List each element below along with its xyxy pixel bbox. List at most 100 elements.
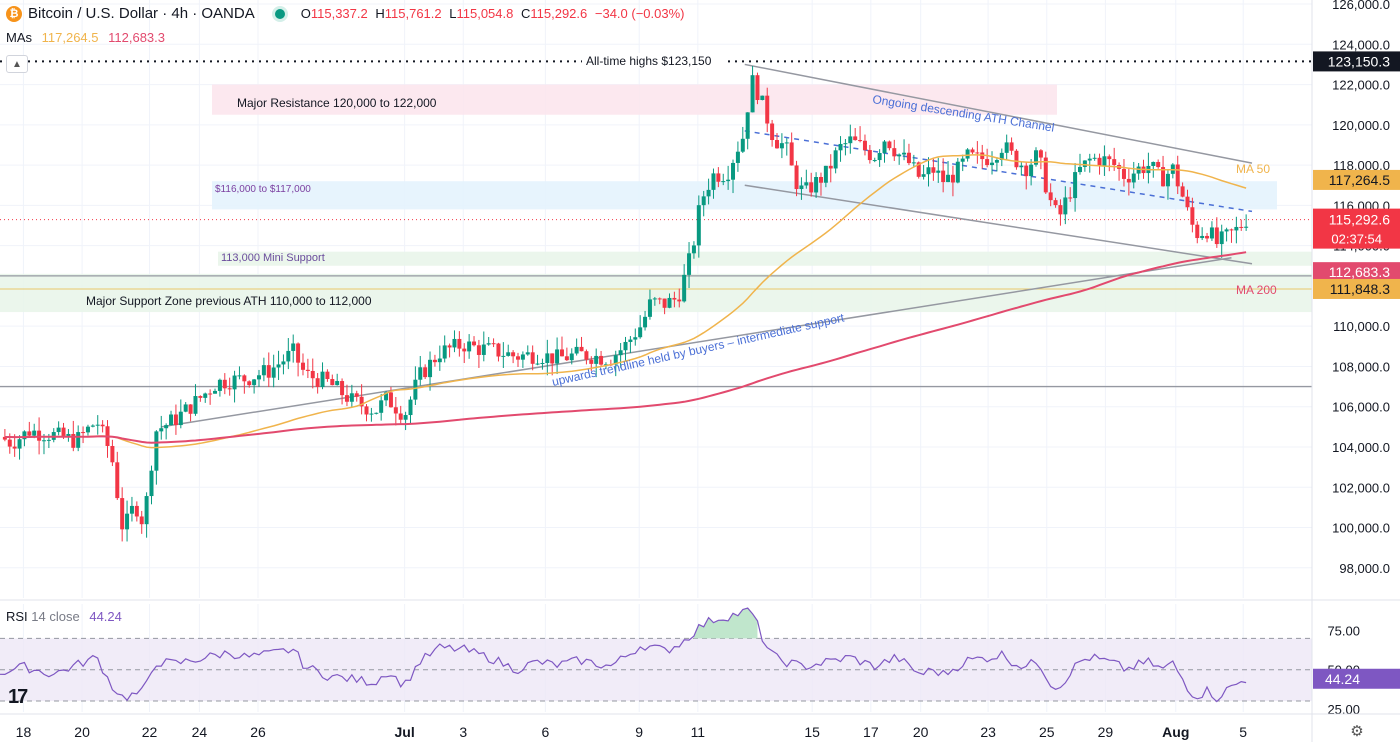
gear-icon[interactable]: ⚙: [1350, 723, 1364, 740]
candle-161: [789, 132, 794, 166]
candle-25: [125, 500, 130, 542]
y-tick-label-11: 120,000.0: [1332, 118, 1390, 133]
candle-169: [828, 154, 833, 183]
candle-body: [691, 245, 696, 254]
candle-body: [276, 364, 281, 368]
candle-body: [740, 138, 745, 152]
x-tick-label-17: 5: [1239, 724, 1247, 740]
candle-body: [403, 415, 408, 420]
candle-56: [276, 350, 281, 380]
candle-41: [203, 392, 208, 403]
candle-247: [1209, 221, 1214, 241]
candle-72: [354, 390, 359, 402]
candle-100: [491, 338, 496, 348]
candle-body: [232, 375, 237, 390]
candle-171: [838, 136, 843, 162]
rsi-legend[interactable]: RSI 14 close 44.24: [6, 609, 122, 624]
candle-body: [999, 152, 1004, 161]
candle-body: [149, 470, 154, 497]
candle-body: [564, 356, 569, 361]
candle-body: [877, 153, 882, 161]
candle-body: [330, 379, 335, 386]
candle-body: [364, 406, 369, 415]
candle-body: [1048, 192, 1053, 201]
candle-246: [1205, 232, 1210, 243]
candle-215: [1053, 197, 1058, 208]
candle-body: [525, 352, 530, 355]
x-tick-label-8: 9: [635, 724, 643, 740]
candle-65: [320, 362, 325, 390]
candle-199: [975, 141, 980, 164]
candle-body: [66, 433, 71, 437]
candle-body: [867, 150, 872, 161]
ma200-line: [4, 251, 1247, 444]
candle-152: [745, 112, 750, 150]
candle-131: [643, 310, 648, 331]
candle-body: [85, 426, 90, 433]
candle-body: [965, 149, 970, 159]
annotation-uptrend: upwards trendline held by buyers – inter…: [551, 310, 846, 388]
candle-body: [242, 375, 247, 382]
candle-154: [755, 72, 760, 105]
candle-body: [1219, 231, 1224, 245]
candle-body: [7, 439, 12, 447]
candle-body: [1024, 165, 1029, 177]
candle-body: [555, 349, 560, 364]
x-tick-label-4: 26: [250, 724, 266, 740]
rsi-line: [0, 607, 1247, 703]
symbol-header[interactable]: ₿ Bitcoin / U.S. Dollar · 4h · OANDA O11…: [6, 5, 685, 22]
candle-body: [731, 162, 736, 180]
candle-body: [193, 396, 198, 414]
candle-134: [657, 297, 662, 305]
candle-230: [1126, 167, 1131, 196]
candle-body: [120, 498, 125, 530]
candle-body: [1082, 160, 1087, 167]
candle-body: [618, 350, 623, 356]
candle-164: [804, 169, 809, 189]
ath-label-bg: [582, 53, 725, 68]
candle-61: [300, 353, 305, 376]
candle-body: [828, 165, 833, 169]
candle-body: [457, 338, 462, 349]
candle-body: [261, 365, 266, 376]
candle-178: [872, 157, 877, 163]
candle-234: [1146, 152, 1151, 184]
x-tick-label-10: 15: [804, 724, 820, 740]
candle-162: [794, 160, 799, 197]
x-tick-label-2: 22: [142, 724, 158, 740]
candle-body: [472, 341, 477, 346]
candle-body: [325, 371, 330, 380]
candle-24: [120, 487, 125, 542]
candle-body: [164, 425, 169, 429]
candle-body: [1009, 142, 1014, 151]
candle-body: [916, 162, 921, 177]
candle-117: [574, 338, 579, 356]
candle-body: [1068, 197, 1073, 199]
ma-legend[interactable]: MAs 117,264.5 112,683.3: [6, 30, 165, 45]
candle-217: [1063, 186, 1068, 225]
candle-body: [745, 112, 750, 139]
low-value: 115,054.8: [456, 6, 514, 21]
candle-body: [545, 353, 550, 363]
rsi-legend-label: RSI: [6, 609, 28, 624]
candle-body: [652, 298, 657, 300]
candle-212: [1038, 149, 1043, 170]
tradingview-logo[interactable]: 17: [8, 686, 28, 708]
candle-51: [252, 378, 257, 394]
candle-231: [1131, 161, 1136, 189]
collapse-legend-button[interactable]: ▲: [6, 55, 28, 73]
candle-body: [203, 393, 208, 398]
candle-body: [169, 414, 174, 426]
candle-77: [379, 393, 384, 421]
candle-body: [37, 430, 42, 441]
candle-body: [584, 351, 589, 360]
candle-108: [530, 345, 535, 371]
candle-181: [887, 140, 892, 151]
candle-body: [687, 253, 692, 275]
candle-body: [17, 439, 22, 449]
rsi-band: [0, 638, 1312, 702]
candle-body: [672, 297, 677, 300]
candle-114: [559, 336, 564, 357]
candle-58: [286, 338, 291, 370]
